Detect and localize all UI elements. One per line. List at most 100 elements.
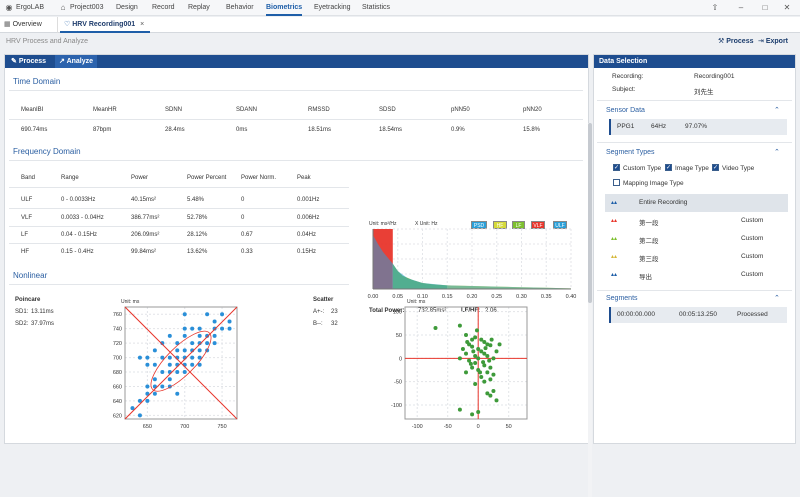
poincare-point [182, 348, 187, 353]
segment-row[interactable]: ▴▴ 第二段 Custom [605, 232, 788, 246]
scrollbar-thumb[interactable] [588, 123, 592, 303]
export-button[interactable]: ⇥ Export [758, 37, 788, 45]
maximize-icon[interactable]: □ [762, 3, 768, 12]
scatter-point [485, 354, 490, 358]
close-window-icon[interactable]: ✕ [783, 3, 791, 12]
menu-eyetracking[interactable]: Eyetracking [314, 4, 351, 11]
segments-title: Segments [606, 295, 638, 302]
poincare-point [167, 355, 172, 360]
scatter-point [473, 361, 478, 365]
scatter-point [467, 358, 472, 363]
x-tick-label: 0.15 [442, 294, 453, 300]
pin-icon[interactable]: ⇧ [711, 3, 719, 12]
poincare-point [182, 333, 187, 338]
menu-record[interactable]: Record [152, 4, 175, 11]
cell: LF [21, 232, 29, 238]
chevron-up-icon[interactable]: ⌃ [774, 149, 780, 156]
y-tick-label: 720 [113, 341, 122, 347]
cell: 0.04Hz [297, 232, 317, 238]
y-tick-label: 620 [113, 413, 122, 419]
scatter-point [470, 337, 475, 342]
image-type-label: Image Type [675, 165, 709, 172]
poincare-point [137, 398, 142, 403]
y-tick-label: 0 [399, 356, 402, 362]
recording-label: Recording: [612, 73, 644, 80]
legend-ulf: ULF [553, 221, 567, 229]
menu-app[interactable]: ErgoLAB [16, 4, 45, 11]
cell: 0.006Hz [297, 215, 320, 221]
minimize-icon[interactable]: – [738, 3, 744, 12]
x-tick-label: 0.05 [392, 294, 403, 300]
chevron-up-icon[interactable]: ⌃ [774, 107, 780, 114]
menu-project[interactable]: Project003 [70, 4, 104, 11]
menu-statistics[interactable]: Statistics [362, 4, 391, 11]
menu-biometrics[interactable]: Biometrics [266, 0, 303, 16]
sd2-value: 37.97ms [31, 321, 55, 327]
legend-hf: HF [493, 221, 507, 229]
scatter-point [497, 342, 502, 347]
video-type-label: Video Type [722, 165, 755, 172]
chevron-up-icon[interactable]: ⌃ [774, 295, 780, 302]
mapping-type-checkbox[interactable] [613, 179, 620, 186]
col-power-percent: Power Percent [187, 175, 227, 181]
segment-row[interactable]: ▴▴ 导出 Custom [605, 268, 788, 282]
cell: ULF [21, 197, 33, 203]
analysis-panel: ✎ Process ↗ Analyze Time Domain MeanIBI … [4, 54, 592, 497]
poincare-point [212, 326, 217, 331]
scatter-point [476, 347, 481, 351]
home-icon[interactable]: ⌂ [60, 3, 66, 12]
poincare-point [220, 312, 225, 317]
heart-icon: ♡ [64, 21, 71, 28]
poincare-point [152, 362, 157, 367]
poincare-point [212, 341, 217, 346]
divider [597, 142, 792, 143]
process-button[interactable]: ⚒ Process [718, 37, 753, 45]
x-tick-label: 650 [143, 424, 152, 430]
segment-name: 第二段 [639, 238, 659, 245]
tab-overview[interactable]: ▦ Overview [0, 17, 58, 33]
menu-behavior[interactable]: Behavior [226, 4, 254, 11]
video-type-checkbox[interactable]: ✓ [712, 164, 719, 171]
poincare-point [197, 348, 202, 353]
poincare-point [197, 355, 202, 360]
scatter-point [494, 398, 499, 403]
value-meanibi: 690.74ms [21, 127, 48, 133]
image-type-checkbox[interactable]: ✓ [665, 164, 672, 171]
poincare-point [212, 319, 217, 324]
subject-label: Subject: [612, 86, 636, 93]
total-power-label: Total Power: [369, 308, 405, 314]
poincare-unit: Unit: ms [121, 299, 140, 305]
segment-time-row[interactable]: 00:00:00.000 00:05:13.250 Processed [609, 307, 787, 323]
sensor-row[interactable]: PPG1 64Hz 97.07% [609, 119, 787, 135]
segment-name: 导出 [639, 274, 652, 281]
custom-type-checkbox[interactable]: ✓ [613, 164, 620, 171]
scrollbar[interactable] [588, 123, 592, 497]
tab-hrv-recording[interactable]: ♡ HRV Recording001 × [60, 17, 150, 33]
entire-recording-row[interactable]: ▴▴ Entire Recording [605, 194, 788, 212]
tab-analyze[interactable]: ↗ Analyze [55, 55, 98, 68]
poincare-point [145, 362, 150, 367]
segment-name: 第一段 [639, 220, 659, 227]
menu-design[interactable]: Design [116, 4, 138, 11]
close-tab-icon[interactable]: × [140, 21, 145, 28]
divider [9, 187, 349, 188]
subject-value[interactable]: 刘先生 [694, 89, 714, 96]
scatter-title: Scatter [313, 297, 334, 303]
segment-row[interactable]: ▴▴ 第一段 Custom [605, 214, 788, 228]
tab-process[interactable]: ✎ Process [11, 55, 46, 68]
recording-value[interactable]: Recording001 [694, 73, 735, 80]
segment-row[interactable]: ▴▴ 第三段 Custom [605, 250, 788, 264]
frequency-domain-title: Frequency Domain [13, 147, 81, 156]
process-icon: ⚒ [718, 38, 725, 45]
cell: 0.15Hz [297, 249, 317, 255]
menu-replay[interactable]: Replay [188, 4, 210, 11]
x-tick-label: 50 [506, 424, 512, 430]
nonlinear-title: Nonlinear [13, 271, 48, 280]
segment-icon: ▴▴ [611, 272, 618, 278]
x-tick-label: -50 [444, 424, 452, 430]
scatter-point [491, 372, 496, 377]
menu-bar: ◉ ErgoLAB ⌂ Project003 Design Record Rep… [0, 0, 800, 16]
scatter-point [433, 326, 438, 330]
scatter-point [479, 337, 484, 342]
poincare-point [145, 355, 150, 360]
